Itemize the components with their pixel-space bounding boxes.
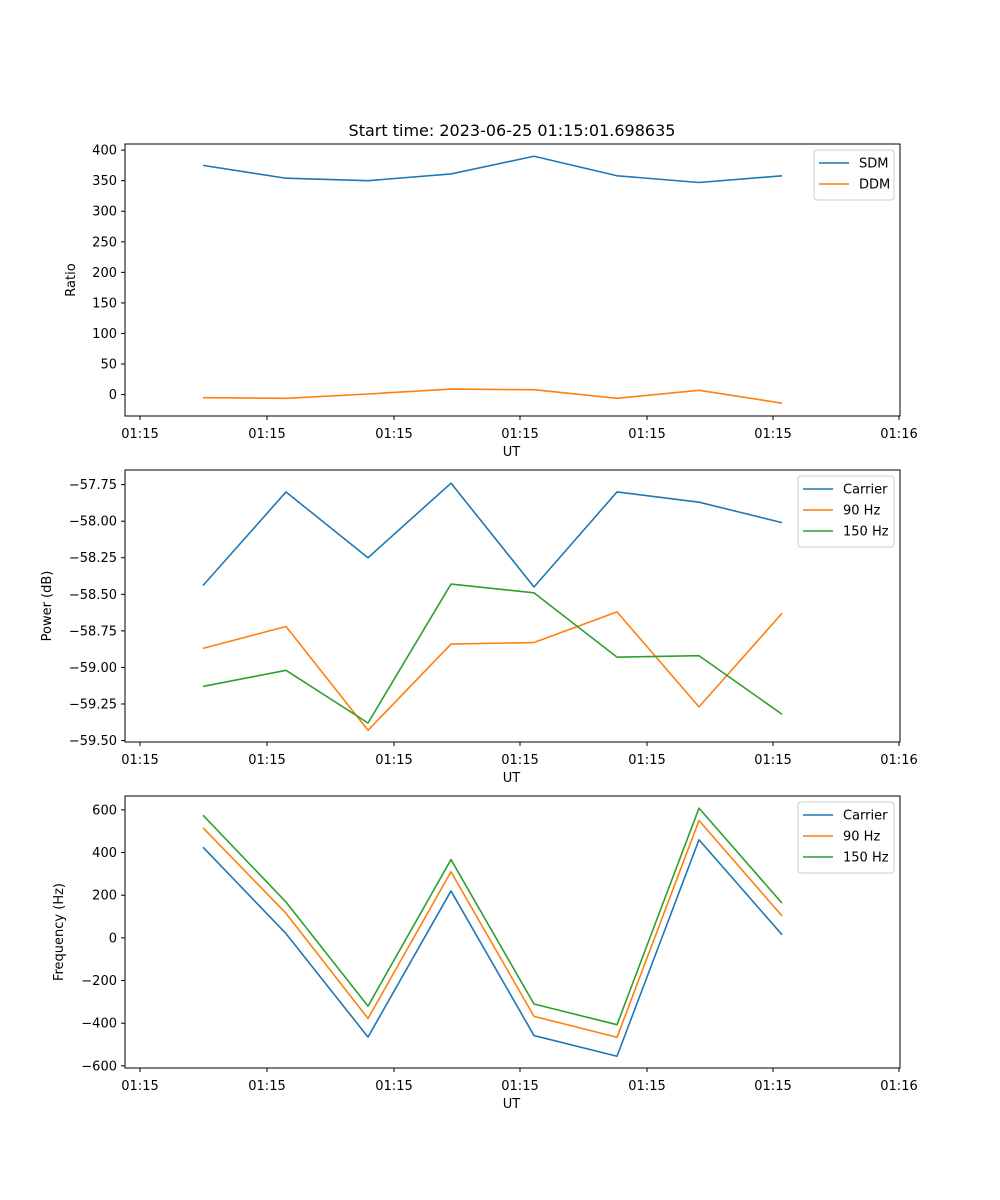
x-tick-label: 01:15: [501, 427, 538, 442]
x-axis-label: UT: [503, 1097, 521, 1112]
y-tick-label: −200: [81, 974, 117, 989]
legend-label: 150 Hz: [843, 851, 889, 866]
y-tick-label: −400: [81, 1017, 117, 1032]
y-tick-label: 300: [92, 205, 117, 220]
x-tick-label: 01:16: [880, 753, 917, 768]
y-tick-label: −59.25: [69, 697, 117, 712]
y-tick-label: −57.75: [69, 478, 117, 493]
series-line-carrier: [202, 838, 783, 1058]
x-tick-label: 01:15: [248, 427, 285, 442]
y-tick-label: −59.50: [69, 734, 117, 749]
plot-area: [124, 469, 901, 743]
y-axis-label: Frequency (Hz): [52, 883, 67, 981]
y-tick-label: 400: [92, 144, 117, 159]
x-tick-label: 01:15: [248, 1079, 285, 1094]
legend-label: 90 Hz: [843, 830, 880, 845]
legend-label: DDM: [859, 178, 890, 193]
legend-label: Carrier: [843, 809, 888, 824]
x-tick-label: 01:15: [375, 1079, 412, 1094]
y-axis-label: Ratio: [64, 263, 79, 296]
x-tick-label: 01:15: [375, 753, 412, 768]
y-tick-label: 50: [100, 358, 117, 373]
x-tick-label: 01:15: [628, 1079, 665, 1094]
y-tick-label: −58.25: [69, 551, 117, 566]
legend-label: 150 Hz: [843, 525, 889, 540]
legend-label: 90 Hz: [843, 504, 880, 519]
legend-box: [797, 801, 895, 874]
series-line-sdm: [202, 155, 783, 184]
series-line-carrier: [202, 482, 783, 588]
y-tick-label: 0: [109, 931, 117, 946]
x-tick-label: 01:15: [121, 753, 158, 768]
y-axis-label: Power (dB): [40, 571, 55, 642]
y-tick-label: −58.75: [69, 624, 117, 639]
y-tick-label: 600: [92, 803, 117, 818]
y-tick-label: 100: [92, 327, 117, 342]
legend-box: [797, 475, 895, 548]
y-tick-label: 200: [92, 266, 117, 281]
chart-panel-2: −59.50 −59.25 −59.00 −58.75 −58.50 −58.25 −58.…: [40, 469, 918, 786]
x-tick-label: 01:15: [121, 1079, 158, 1094]
legend-label: Carrier: [843, 483, 888, 498]
y-tick-label: −58.00: [69, 515, 117, 530]
x-tick-label: 01:15: [754, 427, 791, 442]
x-tick-label: 01:15: [754, 1079, 791, 1094]
y-tick-label: 150: [92, 296, 117, 311]
legend: SDM DDM: [813, 149, 895, 201]
x-tick-label: 01:15: [754, 753, 791, 768]
chart-panel-1: 0 50 100 150 200 250 300 350 400 01:15 01:15 01:15 0…: [64, 143, 918, 460]
y-tick-label: 400: [92, 846, 117, 861]
plot-area: [124, 795, 901, 1069]
series-line-90-hz: [202, 819, 783, 1039]
figure-title: Start time: 2023-06-25 01:15:01.698635: [349, 121, 676, 140]
chart-panel-3: −600 −400 −200 0 200 400 600 01:15 01:15 01:15 01:…: [52, 795, 918, 1112]
x-tick-label: 01:16: [880, 1079, 917, 1094]
series-line-150-hz: [202, 807, 783, 1026]
x-tick-label: 01:15: [375, 427, 412, 442]
x-tick-label: 01:15: [628, 753, 665, 768]
y-tick-label: −58.50: [69, 588, 117, 603]
panels: 0 50 100 150 200 250 300 350 400 01:15 01:15 01:15 0…: [40, 143, 918, 1112]
legend-label: SDM: [859, 157, 888, 172]
series-line-ddm: [202, 388, 783, 404]
series-line-90-hz: [202, 611, 783, 732]
x-axis-label: UT: [503, 445, 521, 460]
y-tick-label: 0: [109, 388, 117, 403]
x-tick-label: 01:16: [880, 427, 917, 442]
x-tick-label: 01:15: [248, 753, 285, 768]
x-tick-label: 01:15: [628, 427, 665, 442]
legend: Carrier 90 Hz 150 Hz: [797, 475, 895, 548]
y-tick-label: −600: [81, 1059, 117, 1074]
x-tick-label: 01:15: [501, 753, 538, 768]
y-tick-label: −59.00: [69, 661, 117, 676]
y-tick-label: 250: [92, 235, 117, 250]
x-tick-label: 01:15: [501, 1079, 538, 1094]
series-line-150-hz: [202, 583, 783, 724]
plot-area: [124, 143, 901, 417]
y-tick-label: 350: [92, 174, 117, 189]
x-axis-label: UT: [503, 771, 521, 786]
y-tick-label: 200: [92, 889, 117, 904]
x-tick-label: 01:15: [121, 427, 158, 442]
legend: Carrier 90 Hz 150 Hz: [797, 801, 895, 874]
